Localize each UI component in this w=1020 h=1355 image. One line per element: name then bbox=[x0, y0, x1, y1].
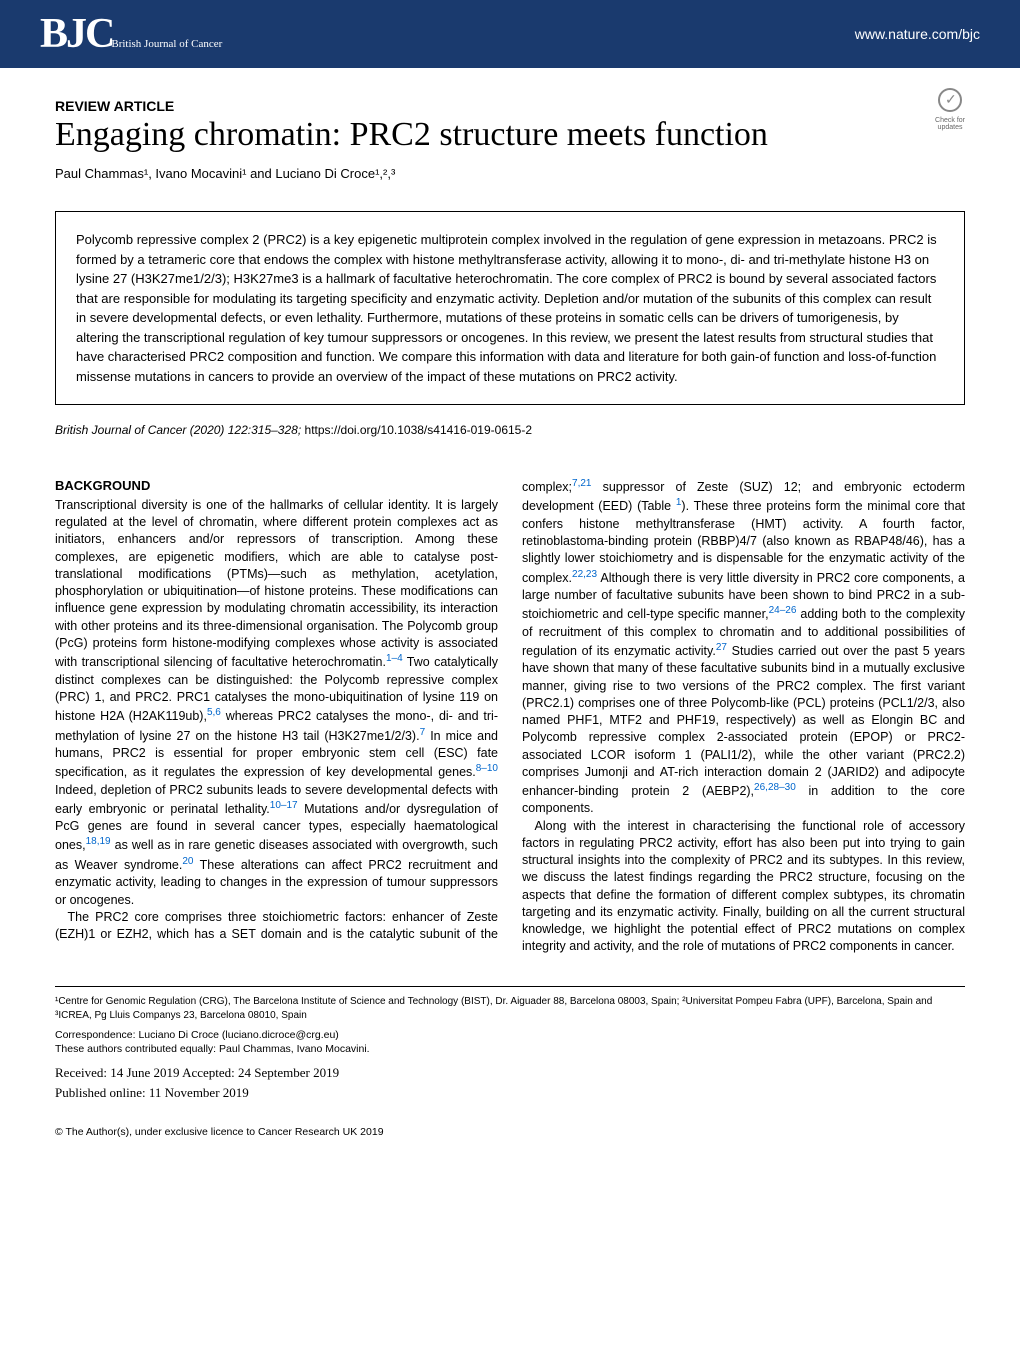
body-paragraph-1: Transcriptional diversity is one of the … bbox=[55, 497, 498, 909]
section-heading: BACKGROUND bbox=[55, 477, 498, 495]
body-paragraph-3: Along with the interest in characterisin… bbox=[522, 818, 965, 956]
ref-link[interactable]: 10–17 bbox=[270, 800, 298, 811]
article-title: Engaging chromatin: PRC2 structure meets… bbox=[55, 116, 965, 154]
logo-main: BJC bbox=[40, 10, 113, 58]
nature-link[interactable]: www.nature.com/bjc bbox=[855, 26, 980, 42]
abstract: Polycomb repressive complex 2 (PRC2) is … bbox=[55, 211, 965, 405]
ref-link[interactable]: 7,21 bbox=[572, 478, 591, 489]
ref-link[interactable]: 27 bbox=[716, 642, 727, 653]
ref-link[interactable]: 5,6 bbox=[207, 707, 221, 718]
equal-contribution: These authors contributed equally: Paul … bbox=[55, 1043, 965, 1055]
ref-link[interactable]: 22,23 bbox=[572, 569, 597, 580]
correspondence: Correspondence: Luciano Di Croce (lucian… bbox=[55, 1029, 965, 1041]
received-accepted: Received: 14 June 2019 Accepted: 24 Sept… bbox=[55, 1065, 965, 1081]
ref-link[interactable]: 26,28–30 bbox=[754, 782, 796, 793]
copyright: © The Author(s), under exclusive licence… bbox=[55, 1126, 965, 1138]
citation: British Journal of Cancer (2020) 122:315… bbox=[55, 423, 965, 437]
journal-logo: BJC British Journal of Cancer bbox=[40, 10, 222, 58]
ref-link[interactable]: 8–10 bbox=[476, 763, 498, 774]
citation-yearvol: (2020) 122:315–328; bbox=[190, 423, 301, 437]
check-updates-icon bbox=[938, 88, 962, 112]
authors: Paul Chammas¹, Ivano Mocavini¹ and Lucia… bbox=[55, 166, 965, 181]
logo-subtitle: British Journal of Cancer bbox=[111, 38, 222, 50]
ref-link[interactable]: 20 bbox=[182, 856, 193, 867]
body-columns: BACKGROUND Transcriptional diversity is … bbox=[55, 477, 965, 956]
article-content: Check for updates REVIEW ARTICLE Engagin… bbox=[0, 68, 1020, 1158]
article-type: REVIEW ARTICLE bbox=[55, 98, 965, 114]
citation-journal: British Journal of Cancer bbox=[55, 423, 186, 437]
published-online: Published online: 11 November 2019 bbox=[55, 1085, 965, 1101]
footer-separator bbox=[55, 986, 965, 987]
check-updates-badge[interactable]: Check for updates bbox=[935, 88, 965, 131]
ref-link[interactable]: 24–26 bbox=[769, 605, 797, 616]
journal-header: BJC British Journal of Cancer www.nature… bbox=[0, 0, 1020, 68]
affiliations: ¹Centre for Genomic Regulation (CRG), Th… bbox=[55, 995, 965, 1023]
citation-doi[interactable]: https://doi.org/10.1038/s41416-019-0615-… bbox=[305, 423, 533, 437]
ref-link[interactable]: 1–4 bbox=[386, 653, 403, 664]
ref-link[interactable]: 18,19 bbox=[86, 836, 111, 847]
check-updates-line1: Check for bbox=[935, 117, 965, 124]
check-updates-line2: updates bbox=[935, 124, 965, 131]
